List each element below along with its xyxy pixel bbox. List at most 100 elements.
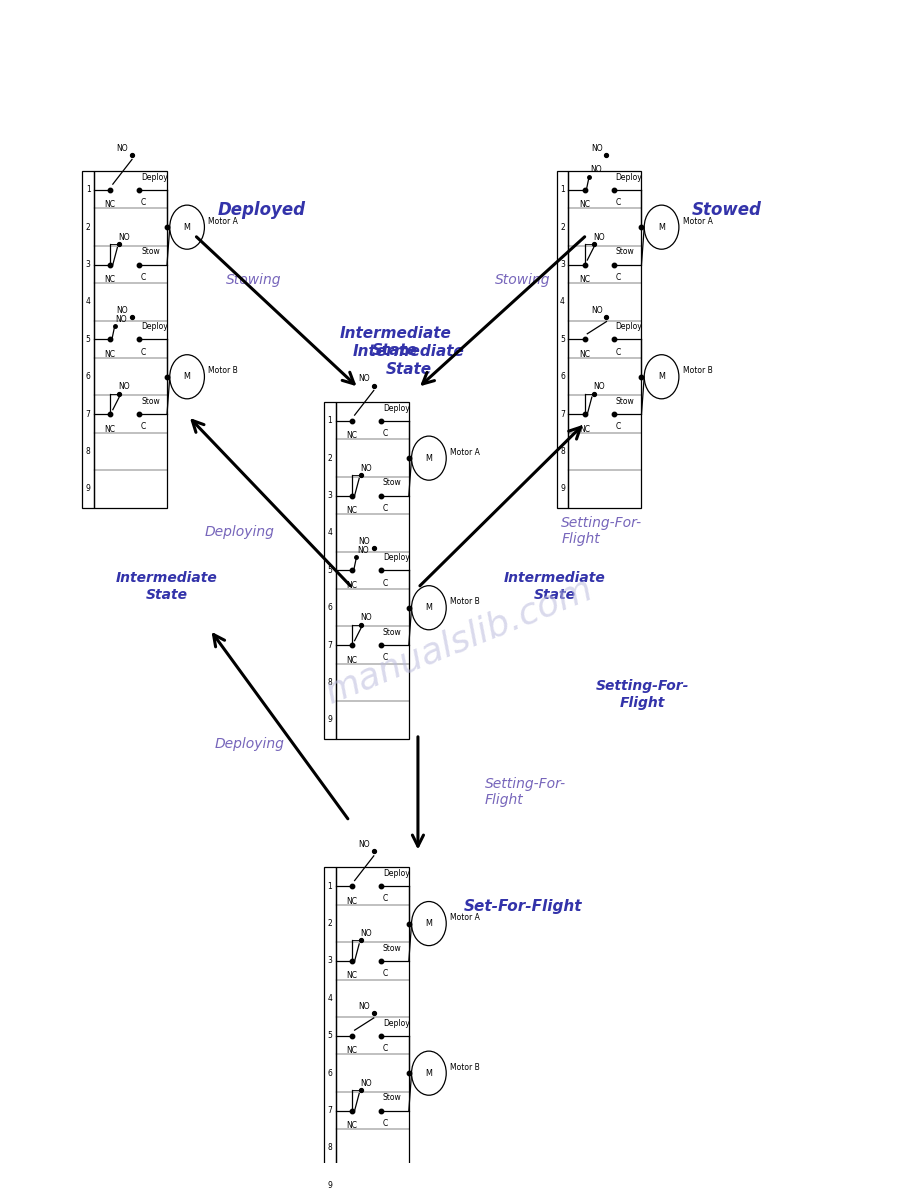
- Text: 5: 5: [560, 335, 565, 343]
- Text: NO: NO: [360, 613, 372, 623]
- Text: C: C: [616, 423, 621, 431]
- Text: Setting-For-
Flight: Setting-For- Flight: [485, 777, 565, 807]
- Bar: [324, 402, 336, 739]
- Text: Deploy: Deploy: [383, 554, 409, 562]
- Text: Deploy: Deploy: [141, 172, 168, 182]
- Text: Deploy: Deploy: [383, 868, 409, 878]
- Text: NO: NO: [118, 233, 130, 241]
- Circle shape: [411, 436, 446, 480]
- Text: Stow: Stow: [383, 943, 402, 953]
- Text: 3: 3: [85, 260, 91, 268]
- Text: Intermediate
State: Intermediate State: [353, 345, 465, 377]
- Circle shape: [411, 586, 446, 630]
- Text: C: C: [141, 273, 146, 282]
- Text: NC: NC: [579, 276, 590, 284]
- Text: NC: NC: [346, 897, 357, 905]
- Text: M: M: [425, 604, 432, 612]
- Circle shape: [644, 355, 679, 399]
- Text: M: M: [425, 454, 432, 462]
- Text: NO: NO: [591, 144, 603, 152]
- Text: 7: 7: [560, 410, 565, 418]
- Text: 5: 5: [328, 1031, 332, 1041]
- Bar: [568, 171, 642, 507]
- Text: Deploy: Deploy: [383, 404, 409, 412]
- Text: NO: NO: [357, 546, 369, 555]
- Text: Stow: Stow: [141, 247, 160, 257]
- Text: NC: NC: [579, 201, 590, 209]
- Text: C: C: [383, 504, 388, 513]
- Text: C: C: [383, 653, 388, 663]
- Text: Intermediate
State: Intermediate State: [339, 326, 451, 358]
- Text: 2: 2: [328, 920, 332, 928]
- Text: NC: NC: [346, 1047, 357, 1055]
- Text: NO: NO: [590, 165, 601, 175]
- Text: NC: NC: [105, 201, 116, 209]
- Text: NC: NC: [579, 349, 590, 359]
- Text: NO: NO: [359, 840, 370, 849]
- Bar: [324, 867, 336, 1188]
- Text: Deploy: Deploy: [141, 322, 168, 331]
- Text: M: M: [658, 372, 665, 381]
- Text: Motor A: Motor A: [208, 217, 238, 226]
- Text: 7: 7: [328, 1106, 332, 1116]
- Text: 7: 7: [85, 410, 91, 418]
- Text: 4: 4: [328, 994, 332, 1003]
- Text: 8: 8: [560, 447, 565, 456]
- Text: Stow: Stow: [383, 628, 402, 637]
- Text: Stowed: Stowed: [691, 201, 762, 220]
- Text: 4: 4: [560, 297, 565, 307]
- Text: Deploy: Deploy: [616, 322, 643, 331]
- Text: NO: NO: [118, 383, 130, 391]
- Text: 1: 1: [328, 416, 332, 425]
- Text: 2: 2: [328, 454, 332, 462]
- Text: C: C: [383, 579, 388, 588]
- Text: 8: 8: [85, 447, 91, 456]
- Bar: [336, 867, 409, 1188]
- Text: 4: 4: [328, 529, 332, 537]
- Text: C: C: [383, 1044, 388, 1053]
- Circle shape: [170, 355, 205, 399]
- Text: 9: 9: [328, 715, 332, 725]
- Text: NO: NO: [360, 1079, 372, 1088]
- Text: Stowing: Stowing: [495, 273, 551, 287]
- Text: C: C: [141, 198, 146, 207]
- Text: 1: 1: [85, 185, 91, 195]
- Text: Motor B: Motor B: [450, 598, 479, 606]
- Text: NO: NO: [359, 374, 370, 384]
- Text: 2: 2: [560, 222, 565, 232]
- Text: 1: 1: [328, 881, 332, 891]
- Text: 9: 9: [328, 1181, 332, 1188]
- Text: Stow: Stow: [383, 1093, 402, 1102]
- Text: Deploy: Deploy: [383, 1018, 409, 1028]
- Text: Deploy: Deploy: [616, 172, 643, 182]
- Text: Motor A: Motor A: [450, 448, 480, 457]
- Text: Stow: Stow: [616, 247, 634, 257]
- Text: Motor B: Motor B: [208, 366, 238, 375]
- Bar: [94, 171, 167, 507]
- Text: 3: 3: [328, 956, 332, 966]
- Text: Stow: Stow: [616, 397, 634, 406]
- Text: NO: NO: [117, 305, 129, 315]
- Text: NC: NC: [579, 424, 590, 434]
- Text: M: M: [425, 920, 432, 928]
- Text: 9: 9: [560, 485, 565, 493]
- Bar: [556, 171, 568, 507]
- Bar: [336, 402, 409, 739]
- Text: NO: NO: [116, 315, 128, 324]
- Text: Intermediate
State: Intermediate State: [504, 571, 606, 601]
- Text: Motor A: Motor A: [450, 914, 480, 922]
- Text: Motor A: Motor A: [683, 217, 712, 226]
- Text: 4: 4: [85, 297, 91, 307]
- Text: C: C: [383, 895, 388, 903]
- Text: C: C: [616, 273, 621, 282]
- Text: Setting-For-
Flight: Setting-For- Flight: [596, 680, 689, 709]
- Text: 2: 2: [85, 222, 91, 232]
- Text: NO: NO: [359, 537, 370, 545]
- Text: 7: 7: [328, 640, 332, 650]
- Text: 6: 6: [85, 372, 91, 381]
- Text: 6: 6: [328, 1069, 332, 1078]
- Text: C: C: [616, 198, 621, 207]
- Text: 6: 6: [328, 604, 332, 612]
- Text: NC: NC: [346, 656, 357, 664]
- Text: NC: NC: [105, 349, 116, 359]
